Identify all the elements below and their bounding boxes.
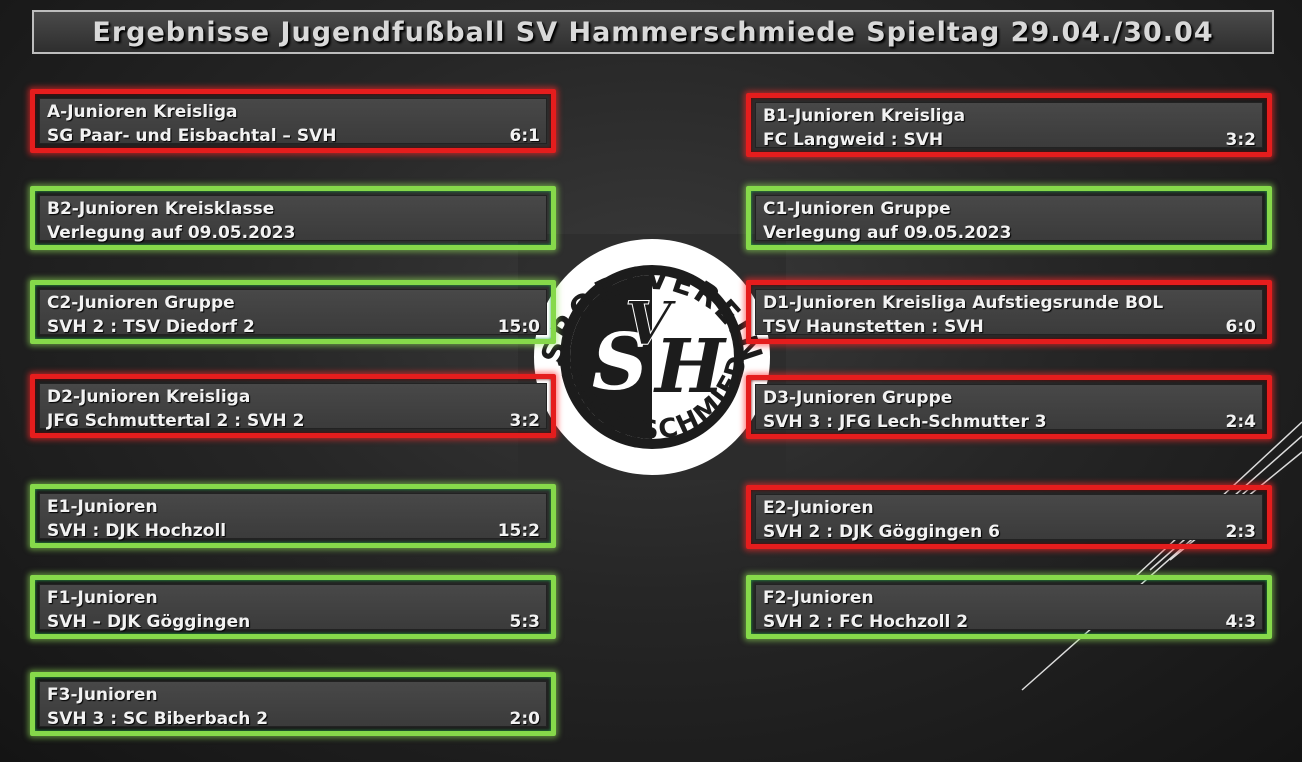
result-card: D3-Junioren Gruppe SVH 3 : JFG Lech-Schm… bbox=[746, 375, 1272, 439]
score-label: 6:1 bbox=[509, 126, 540, 146]
result-card: B1-Junioren Kreisliga FC Langweid : SVH … bbox=[746, 93, 1272, 157]
result-card: B2-Junioren Kreisklasse Verlegung auf 09… bbox=[30, 186, 556, 250]
match-label: SVH : DJK Hochzoll bbox=[47, 521, 227, 541]
result-card: C1-Junioren Gruppe Verlegung auf 09.05.2… bbox=[746, 186, 1272, 250]
score-label: 2:4 bbox=[1225, 412, 1256, 432]
league-label: F3-Junioren bbox=[47, 685, 158, 705]
league-label: D1-Junioren Kreisliga Aufstiegsrunde BOL bbox=[763, 293, 1164, 313]
match-label: Verlegung auf 09.05.2023 bbox=[763, 223, 1012, 243]
league-label: C2-Junioren Gruppe bbox=[47, 293, 235, 313]
match-label: Verlegung auf 09.05.2023 bbox=[47, 223, 296, 243]
decorative-lines bbox=[1021, 421, 1302, 691]
match-label: SVH – DJK Göggingen bbox=[47, 612, 251, 632]
match-label: TSV Haunstetten : SVH bbox=[763, 317, 984, 337]
match-label: SVH 2 : DJK Göggingen 6 bbox=[763, 522, 1000, 542]
score-label: 15:0 bbox=[497, 317, 540, 337]
score-label: 2:0 bbox=[509, 709, 540, 729]
svg-text:S: S bbox=[592, 317, 648, 408]
league-label: E1-Junioren bbox=[47, 497, 158, 517]
league-label: C1-Junioren Gruppe bbox=[763, 199, 951, 219]
league-label: B1-Junioren Kreisliga bbox=[763, 106, 966, 126]
match-label: SVH 3 : SC Biberbach 2 bbox=[47, 709, 269, 729]
page-title: Ergebnisse Jugendfußball SV Hammerschmie… bbox=[92, 16, 1214, 48]
match-label: JFG Schmuttertal 2 : SVH 2 bbox=[47, 411, 305, 431]
league-label: D3-Junioren Gruppe bbox=[763, 388, 953, 408]
league-label: F2-Junioren bbox=[763, 588, 874, 608]
match-label: SVH 2 : FC Hochzoll 2 bbox=[763, 612, 969, 632]
league-label: B2-Junioren Kreisklasse bbox=[47, 199, 275, 219]
result-card: D1-Junioren Kreisliga Aufstiegsrunde BOL… bbox=[746, 280, 1272, 344]
result-card: F2-Junioren SVH 2 : FC Hochzoll 2 4:3 bbox=[746, 575, 1272, 639]
result-card: E2-Junioren SVH 2 : DJK Göggingen 6 2:3 bbox=[746, 485, 1272, 549]
score-label: 15:2 bbox=[497, 521, 540, 541]
club-logo: SPORTVEREIN HAMMERSCHMIEDE S V H bbox=[518, 234, 770, 475]
league-label: E2-Junioren bbox=[763, 498, 874, 518]
score-label: 4:3 bbox=[1225, 612, 1256, 632]
match-label: SVH 2 : TSV Diedorf 2 bbox=[47, 317, 255, 337]
match-label: SVH 3 : JFG Lech-Schmutter 3 bbox=[763, 412, 1047, 432]
svg-text:V: V bbox=[625, 289, 677, 359]
league-label: A-Junioren Kreisliga bbox=[47, 102, 238, 122]
result-card: F1-Junioren SVH – DJK Göggingen 5:3 bbox=[30, 575, 556, 639]
score-label: 3:2 bbox=[509, 411, 540, 431]
league-label: D2-Junioren Kreisliga bbox=[47, 387, 251, 407]
result-card: C2-Junioren Gruppe SVH 2 : TSV Diedorf 2… bbox=[30, 280, 556, 344]
score-label: 5:3 bbox=[509, 612, 540, 632]
result-card: D2-Junioren Kreisliga JFG Schmuttertal 2… bbox=[30, 374, 556, 438]
score-label: 2:3 bbox=[1225, 522, 1256, 542]
title-banner: Ergebnisse Jugendfußball SV Hammerschmie… bbox=[32, 10, 1274, 54]
league-label: F1-Junioren bbox=[47, 588, 158, 608]
match-label: FC Langweid : SVH bbox=[763, 130, 944, 150]
match-label: SG Paar- und Eisbachtal – SVH bbox=[47, 126, 337, 146]
result-card: A-Junioren Kreisliga SG Paar- und Eisbac… bbox=[30, 89, 556, 153]
svg-text:H: H bbox=[653, 324, 727, 410]
score-label: 6:0 bbox=[1225, 317, 1256, 337]
result-card: E1-Junioren SVH : DJK Hochzoll 15:2 bbox=[30, 484, 556, 548]
score-label: 3:2 bbox=[1225, 130, 1256, 150]
result-card: F3-Junioren SVH 3 : SC Biberbach 2 2:0 bbox=[30, 672, 556, 736]
